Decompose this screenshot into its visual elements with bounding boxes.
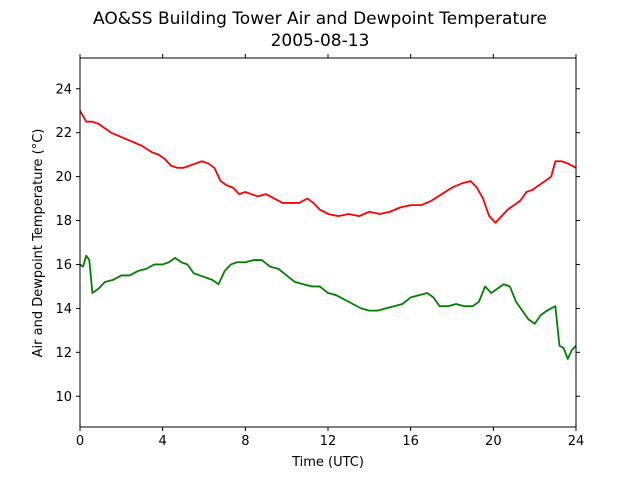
y-tick-label: 12	[55, 346, 72, 361]
y-tick-label: 16	[55, 258, 72, 273]
x-tick-label: 8	[241, 434, 249, 449]
y-tick-label: 22	[55, 126, 72, 141]
y-tick-label: 10	[55, 390, 72, 405]
chart-title: AO&SS Building Tower Air and Dewpoint Te…	[93, 9, 547, 29]
y-tick-label: 18	[55, 214, 72, 229]
series-line-0	[80, 110, 576, 224]
series-line-1	[80, 254, 576, 360]
chart-subtitle: 2005-08-13	[271, 31, 370, 51]
y-tick-label: 20	[55, 170, 72, 185]
x-tick-label: 4	[159, 434, 167, 449]
y-axis-label: Air and Dewpoint Temperature (°C)	[31, 129, 46, 358]
plot-area	[80, 110, 576, 360]
x-tick-label: 12	[320, 434, 337, 449]
ticks: 0 4 8 12 16 20 24 10 12 14 16 18 20 22 24	[55, 54, 584, 449]
y-tick-label: 24	[55, 82, 72, 97]
x-tick-label: 16	[402, 434, 419, 449]
y-tick-label: 14	[55, 302, 72, 317]
x-axis-label: Time (UTC)	[291, 455, 364, 470]
x-tick-label: 0	[76, 434, 84, 449]
x-tick-label: 20	[485, 434, 502, 449]
x-tick-label: 24	[568, 434, 585, 449]
plot-frame	[79, 57, 577, 428]
